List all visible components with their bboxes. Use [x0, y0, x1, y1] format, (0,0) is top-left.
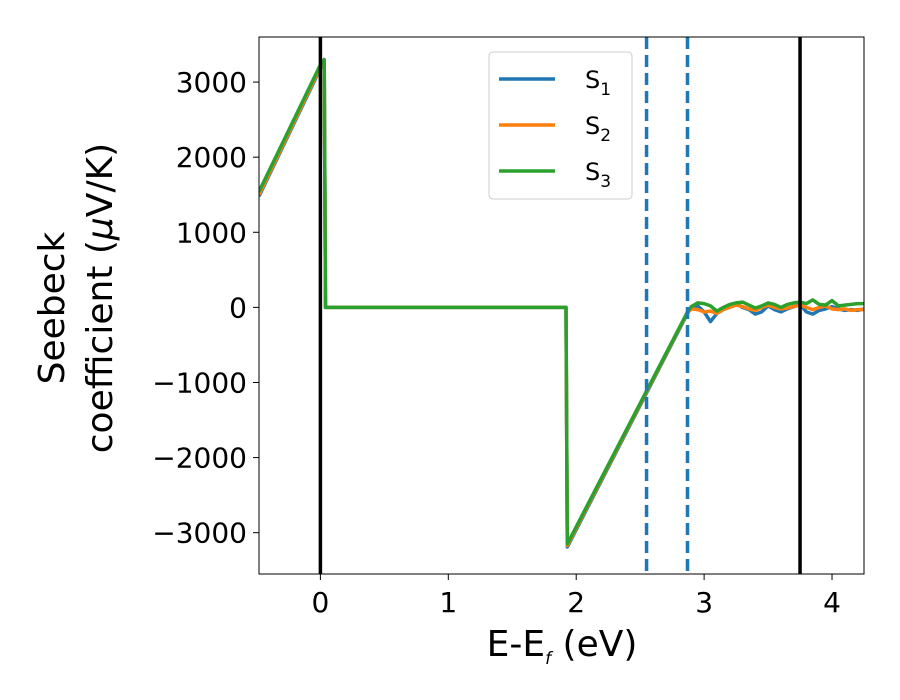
- x-tick-label: 1: [439, 586, 457, 619]
- legend-label-1: S1: [585, 66, 611, 100]
- y-tick-label: 1000: [176, 216, 247, 249]
- x-tick-label: 4: [823, 586, 841, 619]
- legend-label-3: S3: [585, 158, 611, 192]
- x-tick-label: 3: [695, 586, 713, 619]
- y-tick-label: 3000: [176, 66, 247, 99]
- plot-frame: [258, 36, 865, 575]
- y-axis-label-mu: μ: [80, 217, 121, 241]
- x-axis-label: E-Ef (eV): [487, 624, 638, 669]
- x-axis-label-sub: f: [545, 649, 554, 669]
- y-tick-label: 2000: [176, 141, 247, 174]
- y-axis-label-coef: coefficient (: [80, 240, 121, 453]
- plot-content: [259, 37, 864, 574]
- legend-box: [488, 51, 633, 200]
- y-tick-label: −1000: [152, 366, 247, 399]
- y-tick-label: −2000: [152, 442, 247, 475]
- y-axis-label-line1: Seebeck: [32, 231, 73, 384]
- y-axis-label-unit: V/K): [80, 143, 121, 217]
- x-axis: 0 1 2 3 4: [311, 574, 841, 619]
- y-tick-label: 0: [229, 291, 247, 324]
- legend-label-2: S2: [585, 112, 611, 146]
- plot-area: [258, 36, 865, 575]
- x-tick-label: 2: [567, 586, 585, 619]
- y-tick-label: −3000: [152, 517, 247, 550]
- x-tick-label: 0: [311, 586, 329, 619]
- x-axis-label-main: E-E: [487, 624, 545, 665]
- legend: S1 S2 S3: [488, 51, 633, 200]
- y-axis: −3000 −2000 −1000 0 1000 2000 3000: [152, 66, 259, 550]
- y-axis-label-line2: coefficient (μV/K): [80, 143, 121, 453]
- x-axis-label-unit: (eV): [551, 624, 637, 665]
